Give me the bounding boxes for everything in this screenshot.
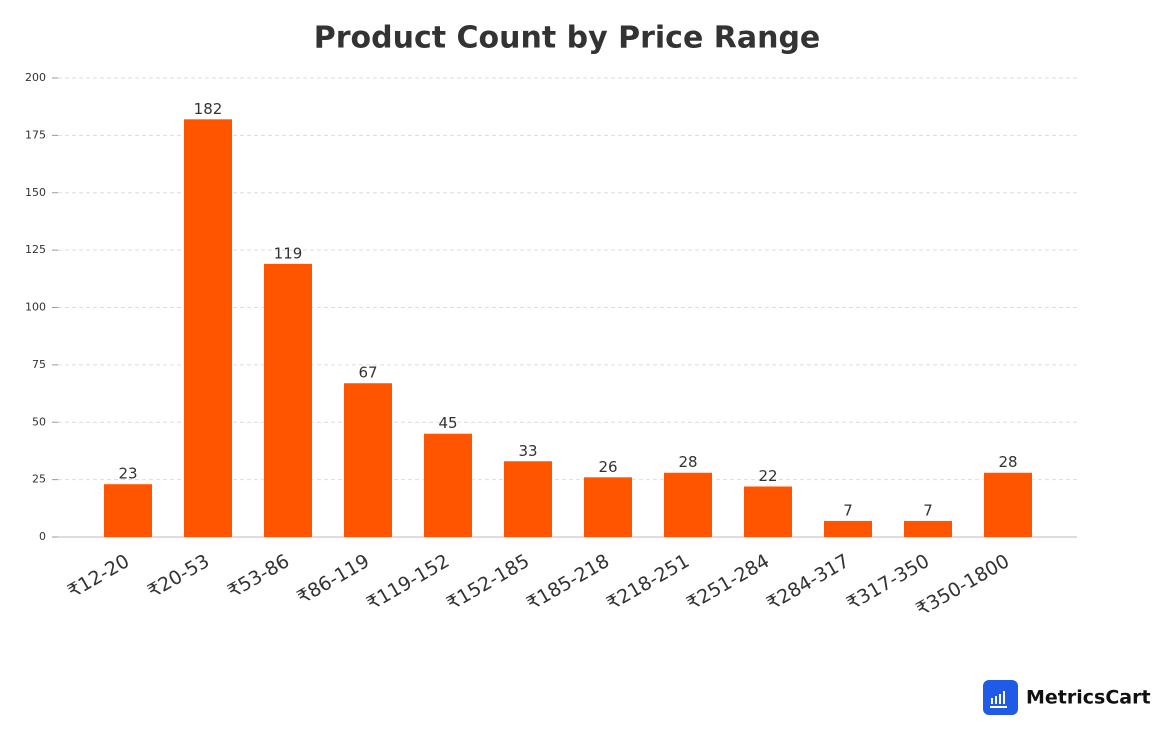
chart-title: Product Count by Price Range	[314, 21, 821, 56]
value-label: 7	[923, 501, 933, 519]
x-tick-label: ₹12-20	[64, 550, 133, 603]
bar	[344, 383, 392, 537]
value-label: 7	[843, 501, 853, 519]
bar	[264, 263, 312, 537]
x-tick-label: ₹20-53	[144, 550, 213, 603]
x-tick-label: ₹185-218	[523, 550, 613, 615]
value-label: 28	[678, 453, 697, 471]
brand-logo: MetricsCart	[983, 680, 1151, 715]
x-tick-label: ₹152-185	[443, 550, 533, 615]
value-label: 28	[998, 453, 1017, 471]
value-label: 23	[118, 465, 137, 483]
value-label: 45	[438, 414, 457, 432]
y-tick-label: 175	[25, 128, 46, 141]
x-tick-label: ₹218-251	[603, 550, 693, 615]
bar	[184, 119, 232, 537]
value-label: 67	[358, 364, 377, 382]
y-tick-label: 150	[25, 186, 46, 199]
bar	[824, 520, 872, 537]
y-tick-label: 200	[25, 71, 46, 84]
bar	[104, 484, 152, 537]
value-label: 22	[758, 467, 777, 485]
bar	[664, 472, 712, 537]
logo-glyph	[990, 691, 1007, 708]
brand-name: MetricsCart	[1026, 687, 1151, 709]
y-tick-label: 25	[32, 473, 46, 486]
y-tick-label: 0	[39, 530, 46, 543]
bar	[744, 486, 792, 537]
x-tick-label: ₹86-119	[293, 550, 373, 609]
bar	[984, 472, 1032, 537]
value-label: 26	[598, 458, 617, 476]
bar	[904, 520, 952, 537]
value-label: 182	[194, 100, 223, 118]
y-tick-label: 125	[25, 243, 46, 256]
x-tick-label: ₹119-152	[363, 550, 453, 615]
y-tick-label: 75	[32, 358, 46, 371]
x-tick-label: ₹251-284	[683, 550, 773, 615]
value-label: 33	[518, 442, 537, 460]
bar	[424, 433, 472, 537]
x-tick-label: ₹53-86	[224, 550, 293, 603]
x-tick-label: ₹284-317	[763, 550, 853, 615]
y-tick-label: 100	[25, 301, 46, 314]
bar	[504, 461, 552, 537]
y-tick-label: 50	[32, 415, 46, 428]
value-label: 119	[274, 244, 303, 262]
bar	[584, 477, 632, 537]
